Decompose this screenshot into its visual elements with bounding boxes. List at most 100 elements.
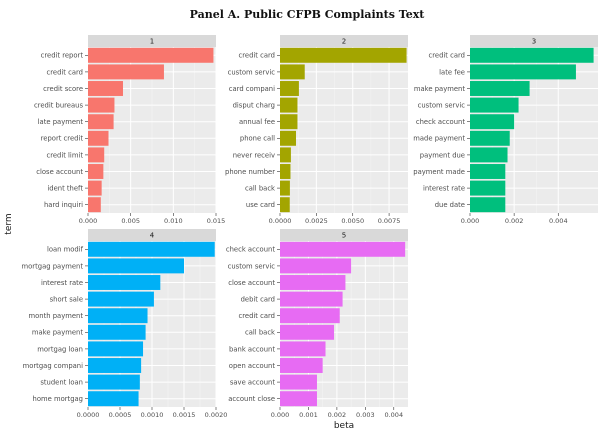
facet-strip-4 [88, 229, 216, 241]
x-tick-label: 0.0010 [141, 411, 164, 419]
facet-strip-2 [280, 35, 408, 47]
bar [280, 180, 290, 196]
term-label: custom servic [228, 262, 276, 270]
bar [88, 47, 214, 63]
bar [88, 324, 146, 340]
term-label: mortgag loan [37, 345, 83, 353]
bar [280, 391, 317, 407]
bar [280, 341, 326, 357]
bar [470, 147, 508, 163]
bar [280, 275, 346, 290]
term-label: make payment [414, 85, 465, 93]
bar [88, 114, 114, 130]
term-label: debit card [241, 296, 275, 304]
bar [280, 147, 291, 163]
term-label: late payment [38, 118, 84, 126]
bar [470, 164, 506, 179]
term-label: made payment [413, 135, 465, 143]
bar [88, 341, 144, 357]
x-tick-label: 0.0005 [109, 411, 132, 419]
bar [280, 81, 299, 96]
x-tick-label: 0.0020 [205, 411, 228, 419]
term-label: mortgag payment [22, 262, 84, 270]
bar [280, 358, 323, 373]
term-label: card compani [229, 85, 275, 93]
term-label: check account [226, 246, 275, 254]
term-label: use card [246, 201, 275, 209]
bar [88, 258, 184, 274]
x-tick-label: 0.000 [271, 411, 290, 419]
bar [470, 47, 594, 63]
bar [88, 147, 105, 163]
term-label: student loan [40, 379, 83, 387]
bar [280, 97, 298, 113]
term-label: credit limit [46, 151, 83, 159]
bar [88, 391, 139, 407]
bar [280, 164, 291, 179]
bar [470, 64, 576, 80]
bar [280, 374, 317, 390]
bar [88, 97, 115, 113]
bar [280, 291, 343, 307]
term-label: disput charg [233, 102, 275, 110]
bar [88, 180, 102, 196]
term-label: interest rate [41, 279, 83, 287]
bar [88, 358, 142, 373]
facet-strip-label: 2 [342, 38, 346, 46]
facet-strip-3 [470, 35, 598, 47]
term-label: call back [245, 329, 275, 337]
bar [88, 275, 161, 290]
term-label: credit report [41, 52, 84, 60]
bar [88, 291, 154, 307]
bar [88, 130, 109, 146]
term-label: payment due [420, 151, 465, 159]
term-label: month payment [29, 312, 84, 320]
facet-strip-label: 1 [150, 38, 154, 46]
bar [280, 324, 335, 340]
bar [88, 197, 101, 213]
x-tick-label: 0.015 [207, 217, 226, 225]
facet-strip-5 [280, 229, 408, 241]
x-tick-label: 0.0025 [305, 217, 328, 225]
term-label: late fee [439, 68, 465, 76]
bar [280, 47, 407, 63]
x-tick-label: 0.0075 [378, 217, 401, 225]
x-tick-label: 0.005 [121, 217, 140, 225]
bar [88, 374, 140, 390]
term-label: open account [229, 362, 276, 370]
x-tick-label: 0.002 [505, 217, 524, 225]
term-label: home mortgag [33, 395, 83, 403]
y-axis-title: term [4, 213, 14, 234]
x-axis-title: beta [334, 421, 354, 431]
term-label: short sale [50, 296, 83, 304]
facet-strip-label: 4 [150, 232, 155, 240]
bar [280, 130, 296, 146]
bar [470, 197, 506, 213]
chart-title: Panel A. Public CFPB Complaints Text [189, 8, 425, 21]
bar [280, 241, 406, 257]
term-label: custom servic [418, 102, 466, 110]
term-label: report credit [41, 135, 84, 143]
bar [470, 81, 530, 96]
term-label: call back [245, 185, 275, 193]
term-label: close account [36, 168, 83, 176]
bar [280, 64, 305, 80]
bar [470, 180, 506, 196]
x-tick-label: 0.010 [164, 217, 183, 225]
term-label: close account [228, 279, 275, 287]
x-tick-label: 0.003 [356, 411, 375, 419]
bar [280, 114, 298, 130]
bar [280, 258, 352, 274]
term-label: bank account [229, 345, 275, 353]
facet-strip-1 [88, 35, 216, 47]
term-label: interest rate [423, 185, 465, 193]
x-tick-label: 0.0050 [341, 217, 364, 225]
term-label: credit score [43, 85, 83, 93]
bar [88, 308, 148, 324]
term-label: phone call [240, 135, 275, 143]
bar [88, 64, 164, 80]
term-label: credit card [239, 312, 275, 320]
term-label: check account [416, 118, 465, 126]
term-label: mortgag compani [23, 362, 83, 370]
